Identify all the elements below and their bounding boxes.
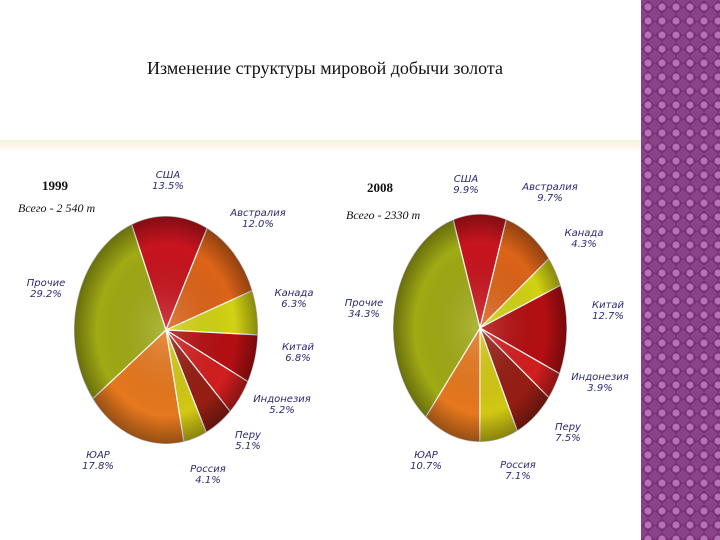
- pie-2008: США 9.9% Австралия 9.7% Канада 4.3% Китай 12.7%…: [345, 174, 629, 482]
- pie-1999-label-6: Россия 4.1%: [190, 464, 226, 486]
- pie-charts: 1999 Всего - 2 540 т США 13.5% Австралия 12…: [18, 170, 629, 486]
- pie-1999-label-3: Китай 6.8%: [282, 342, 315, 364]
- pie-1999-label-2: Канада 6.3%: [275, 288, 314, 310]
- chart-2008-year: 2008: [367, 180, 394, 195]
- pie-2008-label-6: Россия 7.1%: [500, 460, 536, 482]
- pie-1999-shading: [74, 216, 258, 444]
- slide-title: Изменение структуры мировой добычи золот…: [147, 58, 503, 78]
- pie-1999-label-7: ЮАР 17.8%: [82, 450, 114, 472]
- pie-2008-label-1: Австралия 9.7%: [521, 182, 577, 204]
- pie-1999-label-4: Индонезия 5.2%: [253, 394, 311, 416]
- chart-1999-year: 1999: [42, 178, 69, 193]
- pie-2008-label-8: Прочие 34.3%: [345, 298, 384, 320]
- pie-2008-label-7: ЮАР 10.7%: [410, 450, 442, 472]
- chart-1999-total: Всего - 2 540 т: [18, 201, 96, 215]
- pie-2008-label-5: Перу 7.5%: [555, 422, 582, 444]
- pie-2008-shading: [393, 214, 567, 442]
- pie-2008-label-2: Канада 4.3%: [565, 228, 604, 250]
- chart-2008-total: Всего - 2330 т: [346, 208, 421, 222]
- pie-1999-label-5: Перу 5.1%: [235, 430, 262, 452]
- pie-1999-label-8: Прочие 29.2%: [27, 278, 66, 300]
- pie-1999: США 13.5% Австралия 12.0% Канада 6.3% Китай 6.8…: [27, 170, 315, 486]
- pie-1999-label-0: США 13.5%: [152, 170, 184, 192]
- decorative-side-band: [641, 0, 720, 540]
- pie-2008-label-4: Индонезия 3.9%: [571, 372, 629, 394]
- pie-2008-label-3: Китай 12.7%: [592, 300, 625, 322]
- pie-1999-label-1: Австралия 12.0%: [229, 208, 285, 230]
- pie-2008-label-0: США 9.9%: [453, 174, 478, 196]
- chart-panel: 1999 Всего - 2 540 т США 13.5% Австралия 12…: [0, 140, 641, 510]
